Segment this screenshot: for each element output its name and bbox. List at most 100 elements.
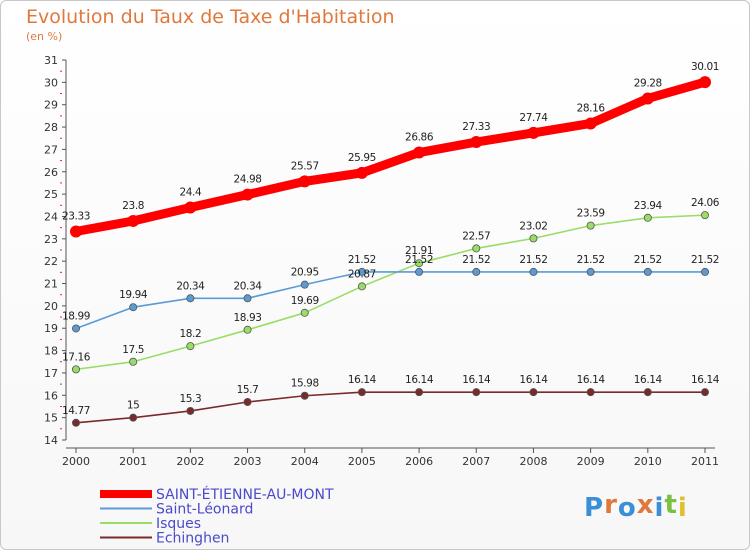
series-line-1 xyxy=(75,271,706,330)
data-label: 24.06 xyxy=(691,197,720,209)
y-tick-label: 18 xyxy=(44,345,58,358)
y-tick-label: 17 xyxy=(44,367,58,380)
data-point xyxy=(415,259,424,268)
x-tick-label: 2000 xyxy=(62,455,90,468)
data-label: 20.34 xyxy=(234,280,263,292)
data-label: 23.8 xyxy=(122,200,144,212)
data-point xyxy=(643,388,652,397)
data-point xyxy=(586,267,595,276)
data-point xyxy=(415,267,424,276)
y-tick-label: 19 xyxy=(44,322,58,335)
y-tick-label: 31 xyxy=(44,54,58,67)
data-label: 16.14 xyxy=(634,374,663,386)
series-line-2 xyxy=(75,214,706,371)
data-point xyxy=(243,397,252,406)
data-label: 16.14 xyxy=(348,374,377,386)
proxiti-logo: Proxiti xyxy=(584,490,688,523)
data-label: 14.77 xyxy=(62,405,90,417)
x-tick-label: 2004 xyxy=(291,455,319,468)
y-tick-label: 26 xyxy=(44,166,58,179)
data-point xyxy=(357,267,366,276)
data-point xyxy=(701,211,710,220)
legend-label-1: Saint-Léonard xyxy=(156,502,253,518)
data-label: 21.52 xyxy=(577,254,605,266)
x-tick-label: 2010 xyxy=(634,455,662,468)
data-point xyxy=(357,282,366,291)
series-line-0 xyxy=(71,77,710,236)
data-point xyxy=(701,267,710,276)
chart-title: Evolution du Taux de Taxe d'Habitation xyxy=(26,6,395,28)
data-point xyxy=(643,267,652,276)
data-point xyxy=(241,188,254,201)
series-line-3 xyxy=(75,391,706,424)
data-label: 15.7 xyxy=(237,384,259,396)
y-tick-label: 23 xyxy=(44,233,58,246)
data-label: 16.14 xyxy=(462,374,491,386)
data-point xyxy=(472,244,481,253)
y-tick-label: 29 xyxy=(44,99,58,112)
data-point xyxy=(129,303,138,312)
data-label: 19.94 xyxy=(119,289,148,301)
data-point xyxy=(413,146,426,159)
data-label: 23.59 xyxy=(577,208,605,220)
data-label: 17.5 xyxy=(122,344,144,356)
data-label: 24.98 xyxy=(234,174,262,186)
data-label: 21.91 xyxy=(405,245,433,257)
y-tick-label: 25 xyxy=(44,188,58,201)
data-point xyxy=(641,92,654,105)
data-point xyxy=(586,221,595,230)
data-label: 25.95 xyxy=(348,152,376,164)
data-label: 18.93 xyxy=(234,312,262,324)
data-point xyxy=(72,324,81,333)
data-point xyxy=(415,388,424,397)
data-label: 24.4 xyxy=(179,187,201,199)
data-point xyxy=(300,308,309,317)
data-label: 22.57 xyxy=(462,230,490,242)
data-label: 25.57 xyxy=(291,160,319,172)
x-tick-label: 2001 xyxy=(119,455,147,468)
data-point xyxy=(129,357,138,366)
data-point xyxy=(300,280,309,289)
x-tick-label: 2002 xyxy=(176,455,204,468)
data-label: 26.86 xyxy=(405,132,434,144)
x-tick-label: 2006 xyxy=(405,455,433,468)
data-point xyxy=(243,325,252,334)
data-label: 27.33 xyxy=(462,121,490,133)
data-point xyxy=(243,294,252,303)
x-tick-label: 2009 xyxy=(577,455,605,468)
data-label: 29.28 xyxy=(634,77,662,89)
data-label: 20.87 xyxy=(348,268,376,280)
y-tick-label: 20 xyxy=(44,300,58,313)
legend-label-0: SAINT-ÉTIENNE-AU-MONT xyxy=(156,486,334,503)
data-label: 15.98 xyxy=(291,378,319,390)
data-label: 16.14 xyxy=(405,374,434,386)
x-tick-label: 2011 xyxy=(691,455,719,468)
data-point xyxy=(300,391,309,400)
data-point xyxy=(186,342,195,351)
data-point xyxy=(699,76,711,89)
data-label: 20.95 xyxy=(291,267,319,279)
data-point xyxy=(586,388,595,397)
y-tick-label: 30 xyxy=(44,76,58,89)
data-point xyxy=(529,267,538,276)
y-tick-label: 27 xyxy=(44,143,58,156)
data-label: 16.14 xyxy=(691,374,720,386)
x-tick-label: 2008 xyxy=(519,455,547,468)
data-label: 18.2 xyxy=(179,328,201,340)
data-point xyxy=(472,388,481,397)
data-label: 16.14 xyxy=(577,374,606,386)
data-point xyxy=(472,267,481,276)
data-label: 16.14 xyxy=(519,374,548,386)
y-tick-label: 14 xyxy=(44,434,58,447)
data-point xyxy=(529,388,538,397)
y-tick-label: 24 xyxy=(44,210,58,223)
data-point xyxy=(643,213,652,222)
data-label: 15 xyxy=(127,400,140,412)
data-label: 20.34 xyxy=(176,280,205,292)
data-point xyxy=(470,136,483,149)
data-point xyxy=(72,418,81,427)
data-point xyxy=(186,406,195,415)
data-point xyxy=(527,126,540,139)
data-point xyxy=(529,234,538,243)
data-label: 23.33 xyxy=(62,210,90,222)
